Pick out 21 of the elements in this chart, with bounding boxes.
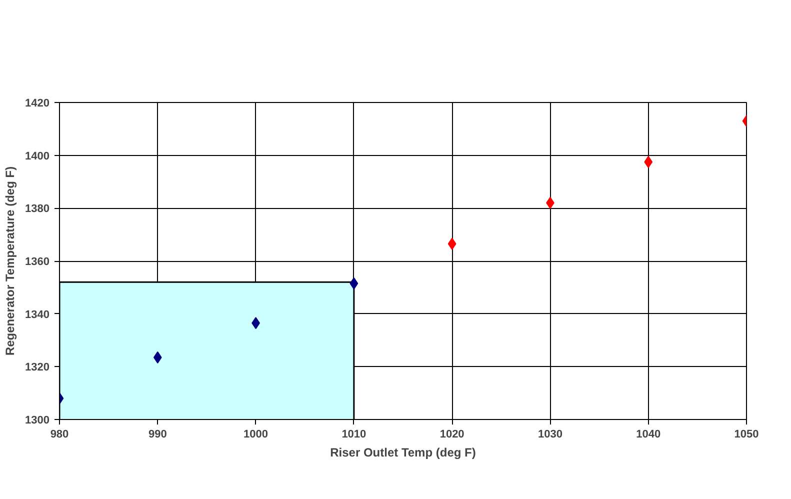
point (644, 156, 653, 168)
y-axis-title: Regenerator Temperature (deg F) (3, 166, 18, 356)
x-tick-label: 1050 (734, 428, 759, 440)
y-tick-label: 1320 (25, 362, 50, 374)
x-tick-label: 1010 (342, 428, 366, 440)
y-tick-label: 1300 (25, 414, 50, 426)
x-tick-label: 1020 (440, 428, 464, 440)
y-tick-label: 1360 (25, 256, 50, 268)
x-tick-label: 990 (148, 428, 167, 440)
x-tick-label: 1040 (636, 428, 661, 440)
y-tick-label: 1400 (25, 150, 50, 162)
x-tick-label: 1000 (244, 428, 268, 440)
y-tick-label: 1380 (25, 203, 50, 216)
x-axis-title: Riser Outlet Temp (deg F) (330, 446, 476, 460)
y-tick-label: 1340 (25, 308, 50, 321)
x-tick-label: 980 (50, 428, 69, 440)
point (350, 277, 358, 290)
point (153, 351, 162, 364)
point (448, 238, 456, 250)
y-tick-label: 1420 (25, 98, 50, 110)
x-tick-label: 1030 (538, 428, 562, 440)
